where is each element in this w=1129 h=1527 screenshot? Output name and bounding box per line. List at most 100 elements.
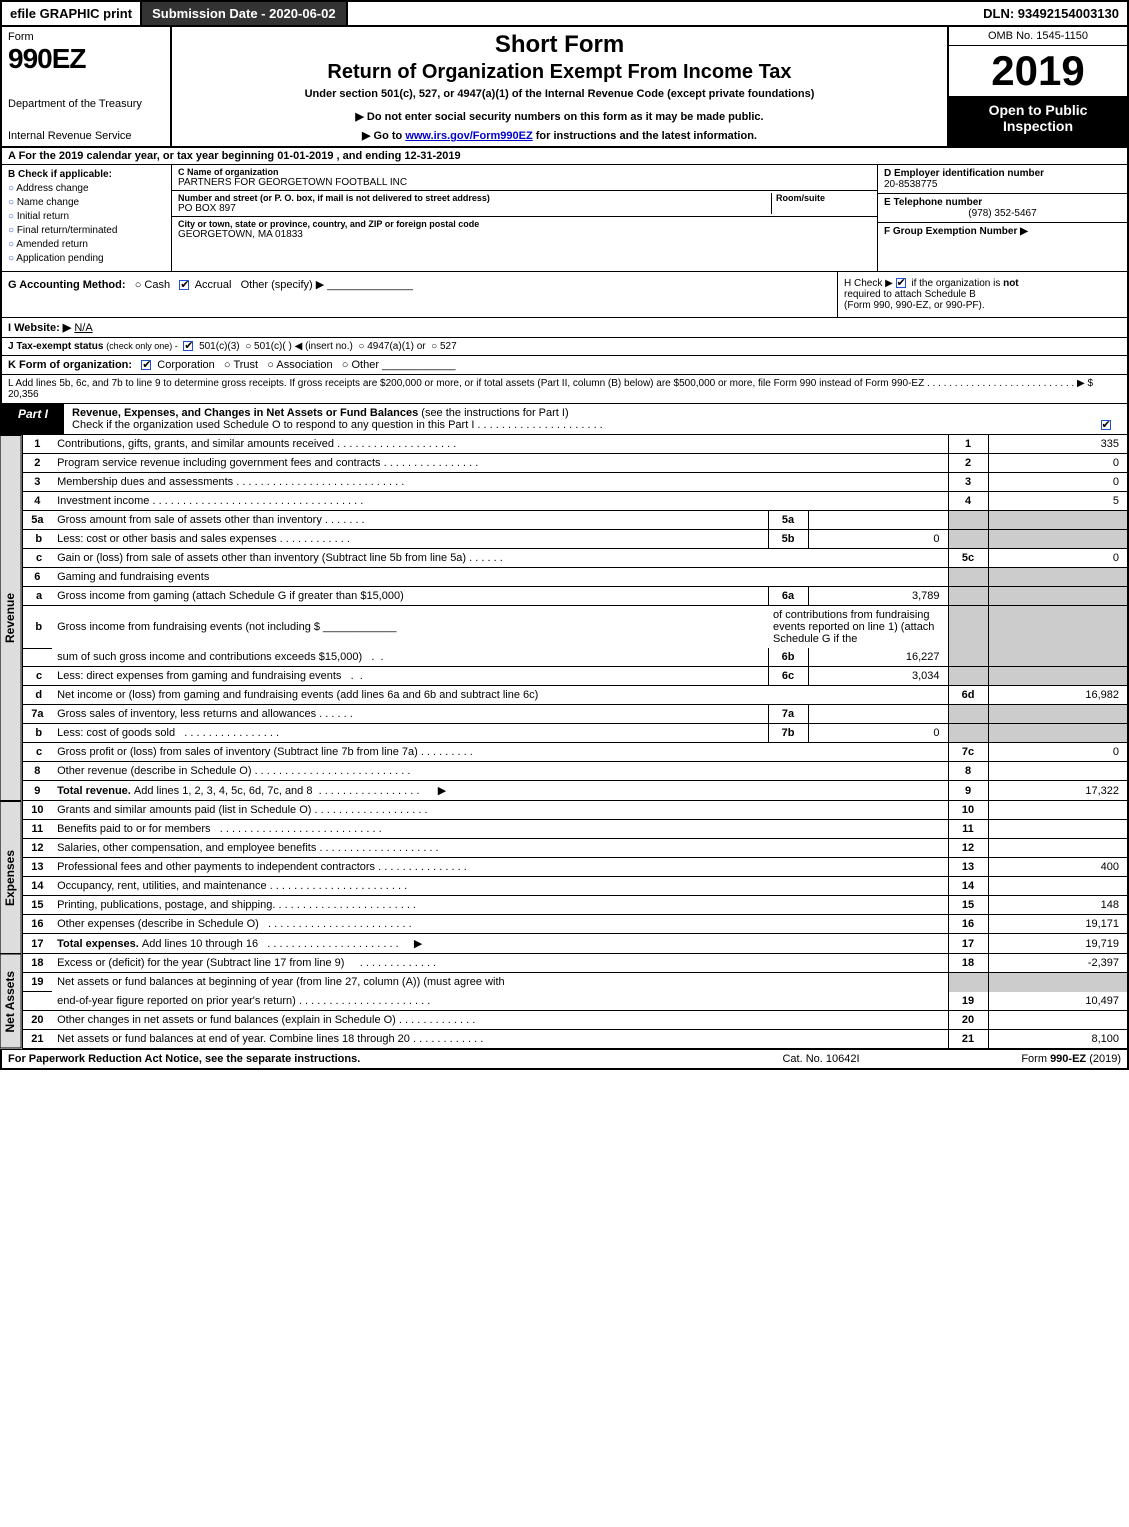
g-cash[interactable]: Cash (144, 279, 170, 291)
ln6b-greyval1 (988, 606, 1128, 649)
ln7c-val: 0 (988, 743, 1128, 762)
ln5c-val: 0 (988, 549, 1128, 568)
ln9-desc2: Add lines 1, 2, 3, 4, 5c, 6d, 7c, and 8 (134, 785, 313, 797)
g-other[interactable]: Other (specify) ▶ (241, 279, 325, 291)
ln17-num: 17 (22, 934, 52, 954)
ln7b-sb: 7b (768, 724, 808, 743)
line-8: 8Other revenue (describe in Schedule O) … (22, 762, 1128, 781)
ln10-desc: Grants and similar amounts paid (list in… (57, 804, 311, 816)
chk-initial-return[interactable]: Initial return (8, 211, 165, 222)
line-17: 17Total expenses. Add lines 10 through 1… (22, 934, 1128, 954)
efile-print-button[interactable]: efile GRAPHIC print (2, 2, 142, 25)
chk-address-change[interactable]: Address change (8, 183, 165, 194)
ln1-desc: Contributions, gifts, grants, and simila… (57, 438, 334, 450)
footer-form-no: 990-EZ (1050, 1053, 1086, 1065)
goto-post: for instructions and the latest informat… (533, 130, 757, 142)
chk-final-return[interactable]: Final return/terminated (8, 225, 165, 236)
line-5a: 5aGross amount from sale of assets other… (22, 511, 1128, 530)
b-label: B Check if applicable: (8, 169, 165, 180)
ln21-desc: Net assets or fund balances at end of ye… (57, 1033, 410, 1045)
ln11-box: 11 (948, 820, 988, 839)
line-18: 18Excess or (deficit) for the year (Subt… (22, 954, 1128, 973)
col-c-org-info: C Name of organization PARTNERS FOR GEOR… (172, 165, 877, 271)
c-city: GEORGETOWN, MA 01833 (178, 229, 871, 240)
line-6c: c Less: direct expenses from gaming and f… (22, 667, 1128, 686)
ln5a-num: 5a (22, 511, 52, 530)
chk-amended-return[interactable]: Amended return (8, 239, 165, 250)
j-label: J Tax-exempt status (8, 341, 103, 352)
j-501c3-checkbox[interactable] (183, 341, 193, 351)
k-corp-checkbox[interactable] (141, 360, 151, 370)
part-i-title: Revenue, Expenses, and Changes in Net As… (64, 404, 1087, 434)
ln5b-sb: 5b (768, 530, 808, 549)
ln19-blank (22, 992, 52, 1011)
ln6-greyval (988, 568, 1128, 587)
chk-application-pending[interactable]: Application pending (8, 253, 165, 264)
ln17-val: 19,719 (988, 934, 1128, 954)
ln15-desc: Printing, publications, postage, and shi… (57, 899, 275, 911)
line-1: 1 Contributions, gifts, grants, and simil… (22, 435, 1128, 454)
footer-form-pre: Form (1021, 1053, 1050, 1065)
ln14-num: 14 (22, 877, 52, 896)
subtitle-goto: ▶ Go to www.irs.gov/Form990EZ for instru… (182, 129, 937, 142)
line-6a: aGross income from gaming (attach Schedu… (22, 587, 1128, 606)
ln7b-num: b (22, 724, 52, 743)
g-accrual-checkbox[interactable] (179, 280, 189, 290)
ln6c-num: c (22, 667, 52, 686)
ln7a-grey (948, 705, 988, 724)
irs-link[interactable]: www.irs.gov/Form990EZ (405, 130, 532, 142)
line-6: 6Gaming and fundraising events (22, 568, 1128, 587)
k-assoc[interactable]: Association (276, 359, 332, 371)
ln6a-greyval (988, 587, 1128, 606)
line-19-1: 19Net assets or fund balances at beginni… (22, 973, 1128, 992)
h-checkbox[interactable] (896, 278, 906, 288)
row-j-tax-exempt: J Tax-exempt status (check only one) - 5… (0, 338, 1129, 356)
ln6c-desc: Less: direct expenses from gaming and fu… (57, 670, 341, 682)
d-ein: 20-8538775 (884, 179, 1121, 190)
line-4: 4Investment income . . . . . . . . . . .… (22, 492, 1128, 511)
ln8-val (988, 762, 1128, 781)
line-6b-1: bGross income from fundraising events (n… (22, 606, 1128, 649)
j-501c[interactable]: 501(c)( ) (254, 341, 292, 352)
omb-number: OMB No. 1545-1150 (949, 27, 1127, 46)
ln6d-val: 16,982 (988, 686, 1128, 705)
revenue-table: 1 Contributions, gifts, grants, and simil… (22, 435, 1129, 801)
ln6b-grey2 (948, 648, 988, 667)
ln5c-desc: Gain or (loss) from sale of assets other… (57, 552, 466, 564)
ln20-box: 20 (948, 1010, 988, 1029)
part-i-tag: Part I (2, 404, 64, 434)
ln6b-num: b (22, 606, 52, 649)
ln6b-desc2: of contributions from fundraising events… (768, 606, 948, 649)
ln6b-sb: 6b (768, 648, 808, 667)
ln1-val: 335 (988, 435, 1128, 454)
top-bar: efile GRAPHIC print Submission Date - 20… (0, 0, 1129, 27)
j-insert: ◀ (insert no.) (295, 341, 353, 352)
line-6b-2: sum of such gross income and contributio… (22, 648, 1128, 667)
chk-name-change[interactable]: Name change (8, 197, 165, 208)
ln1-num: 1 (22, 435, 52, 454)
k-other[interactable]: Other (352, 359, 380, 371)
j-527[interactable]: 527 (440, 341, 457, 352)
h-text2: if the organization is (909, 278, 1004, 289)
j-4947[interactable]: 4947(a)(1) or (367, 341, 425, 352)
ln5b-sv: 0 (808, 530, 948, 549)
k-trust[interactable]: Trust (233, 359, 258, 371)
ln12-val (988, 839, 1128, 858)
part-i-title-text: Revenue, Expenses, and Changes in Net As… (72, 407, 418, 419)
ln6a-sv: 3,789 (808, 587, 948, 606)
line-9: 9Total revenue. Add lines 1, 2, 3, 4, 5c… (22, 781, 1128, 801)
part-i-checkbox[interactable] (1087, 404, 1127, 434)
ln6b-grey1 (948, 606, 988, 649)
ln16-val: 19,171 (988, 915, 1128, 934)
net-assets-section: Net Assets 18Excess or (deficit) for the… (0, 954, 1129, 1049)
j-sub: (check only one) - (106, 341, 178, 351)
h-not: not (1003, 278, 1019, 289)
ln6b-desc3: sum of such gross income and contributio… (57, 651, 362, 663)
ln2-num: 2 (22, 454, 52, 473)
line-14: 14Occupancy, rent, utilities, and mainte… (22, 877, 1128, 896)
form-number: 990EZ (8, 43, 164, 75)
ln6d-desc: Net income or (loss) from gaming and fun… (52, 686, 948, 705)
ln19-val: 10,497 (988, 992, 1128, 1011)
ln6a-sb: 6a (768, 587, 808, 606)
ln5a-greyval (988, 511, 1128, 530)
